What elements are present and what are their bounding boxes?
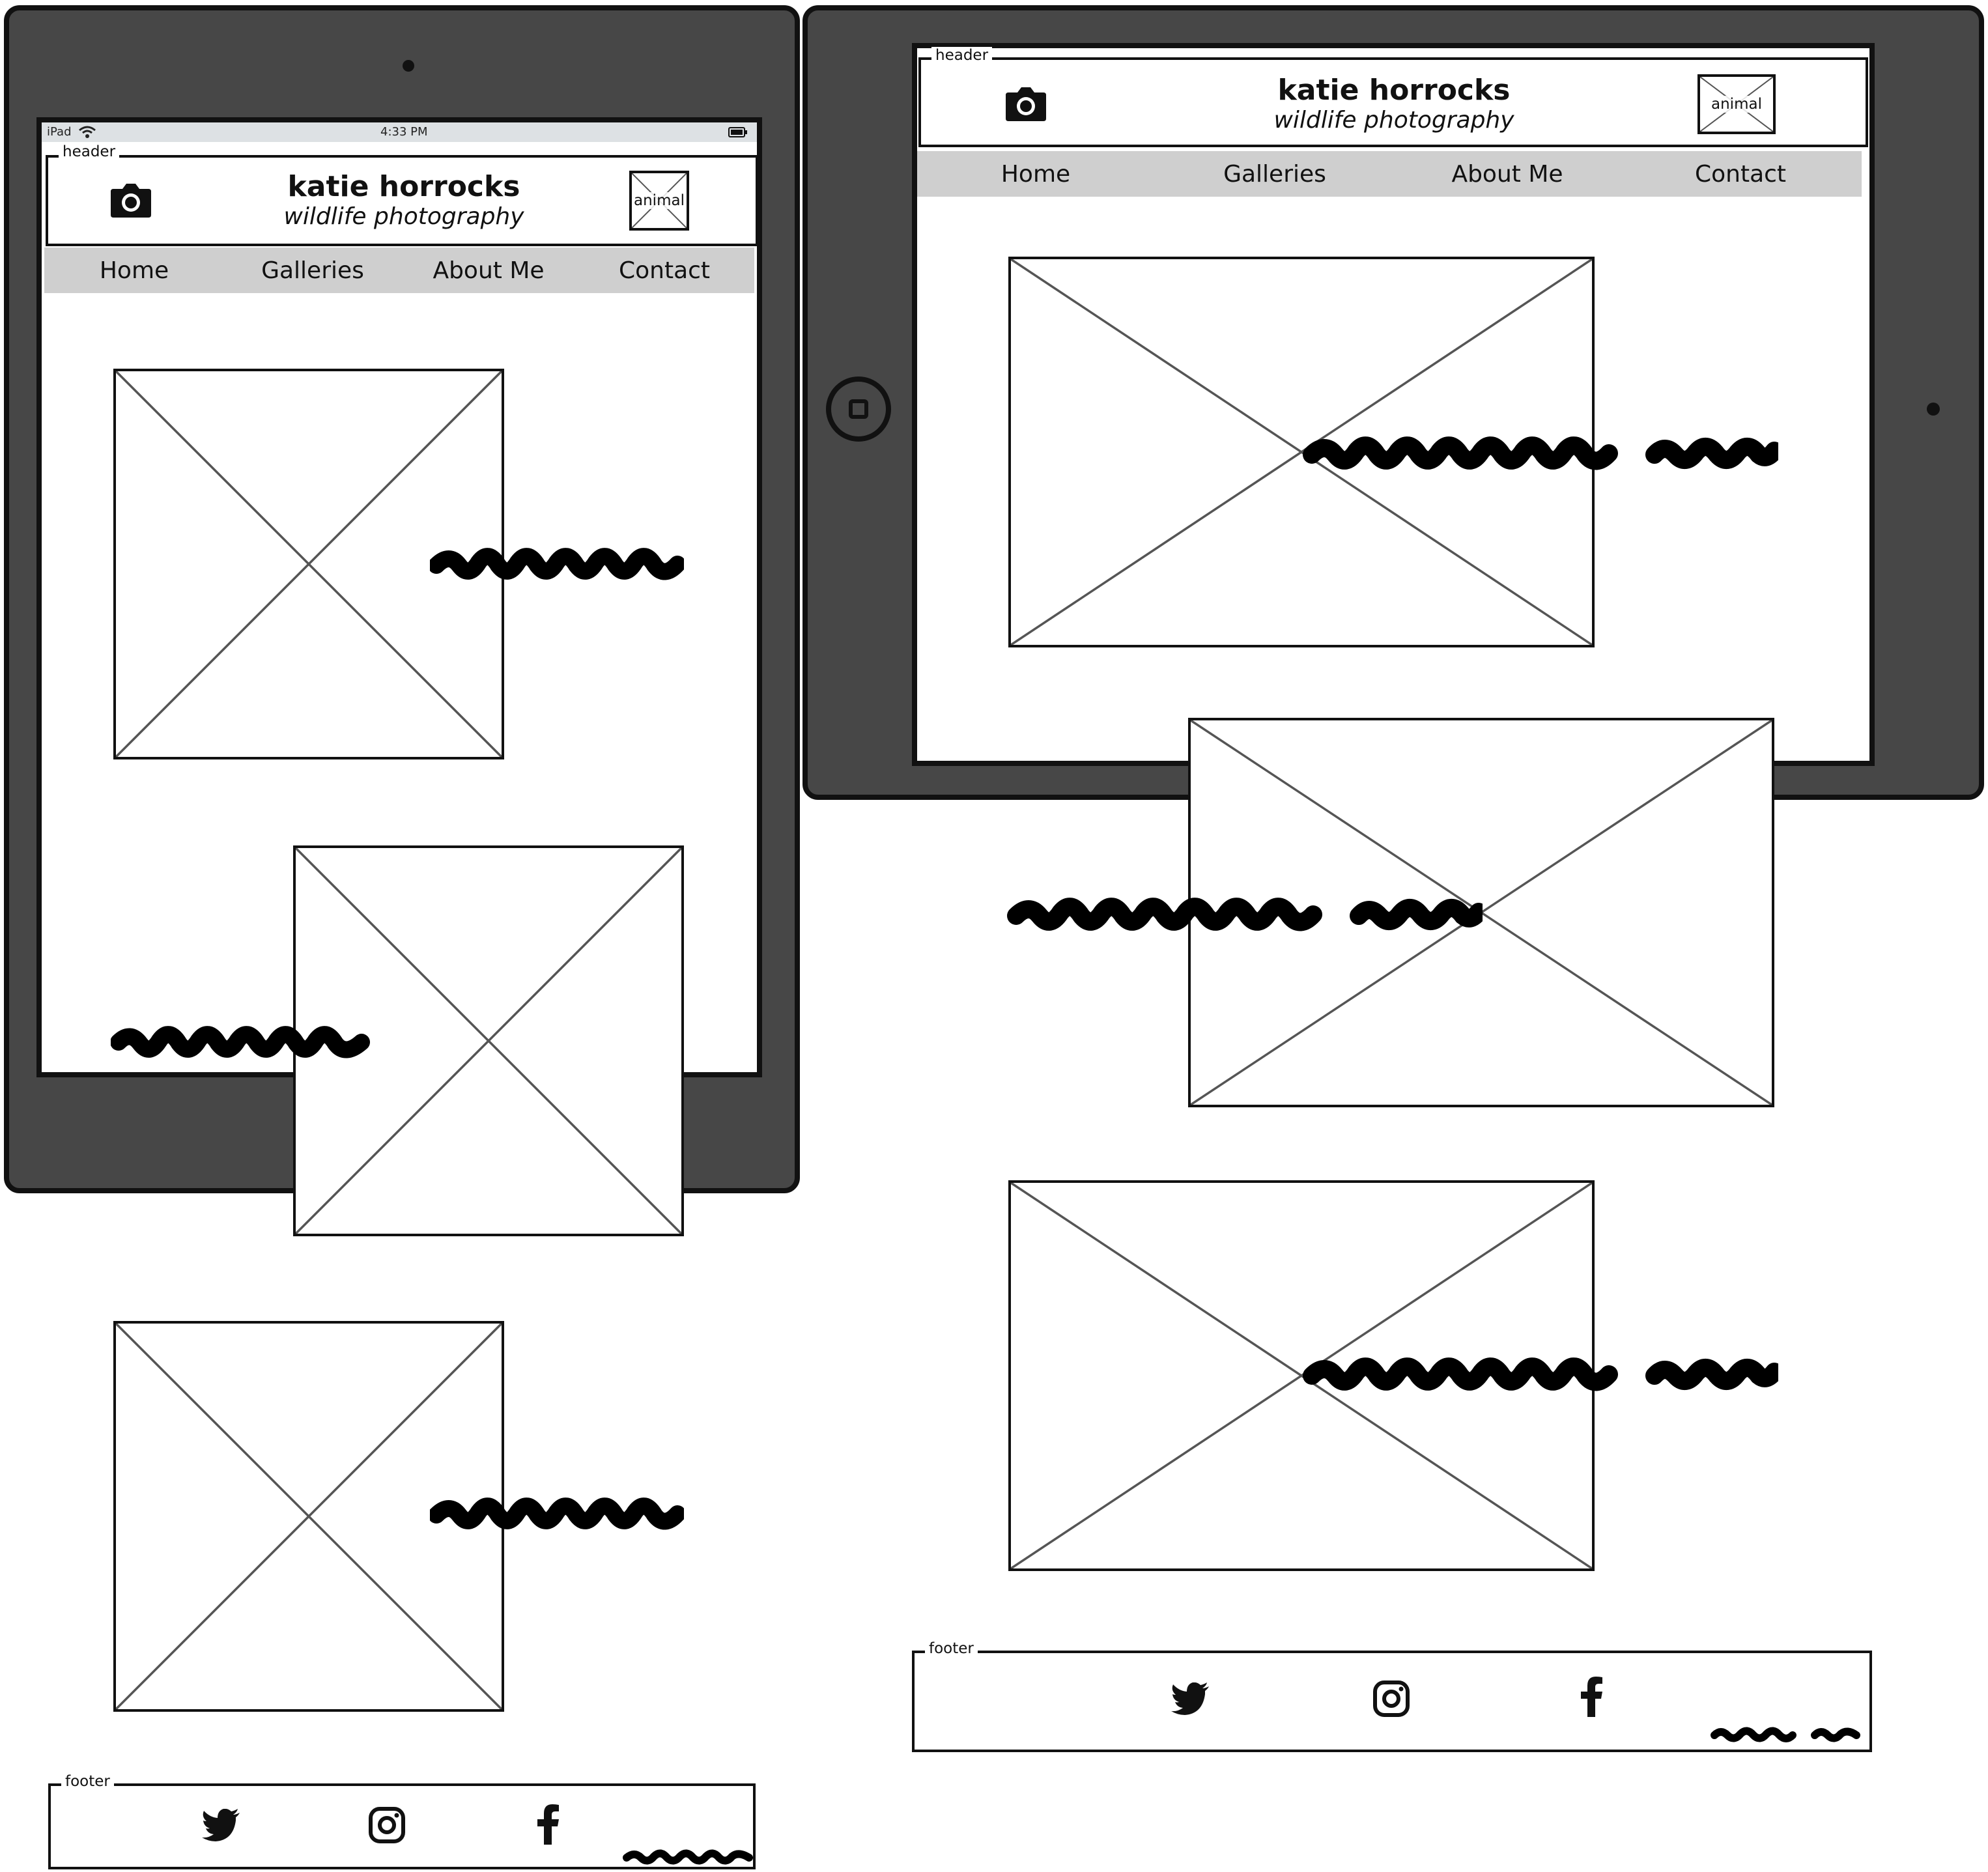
nav-bar-landscape: Home Galleries About Me Contact	[917, 151, 1862, 197]
caption-scribble	[430, 1497, 684, 1530]
home-button-square	[849, 399, 868, 419]
status-time: 4:33 PM	[380, 125, 428, 139]
caption-scribble	[430, 548, 684, 580]
site-title: katie horrocks wildlife photography	[248, 171, 560, 231]
animal-logo-placeholder: animal	[629, 171, 689, 231]
header-legend: header	[59, 143, 120, 160]
nav-home[interactable]: Home	[1001, 160, 1071, 188]
footer-scribble	[623, 1849, 753, 1865]
site-name: katie horrocks	[1277, 74, 1511, 107]
facebook-icon[interactable]	[529, 1803, 568, 1846]
caption-scribble	[1007, 898, 1483, 931]
nav-contact[interactable]: Contact	[618, 257, 711, 284]
twitter-icon[interactable]	[199, 1806, 244, 1845]
nav-about-me[interactable]: About Me	[1451, 160, 1563, 188]
twitter-icon[interactable]	[1169, 1679, 1213, 1718]
instagram-icon[interactable]	[1369, 1679, 1413, 1718]
gallery-image-placeholder	[113, 369, 504, 759]
front-camera-dot	[1927, 403, 1940, 416]
nav-galleries[interactable]: Galleries	[261, 257, 364, 284]
caption-scribble	[1303, 1357, 1778, 1391]
footer-scribble	[1711, 1727, 1860, 1742]
ios-status-bar: iPad 4:33 PM	[42, 122, 757, 142]
animal-logo-placeholder: animal	[1697, 74, 1776, 134]
nav-bar-portrait: Home Galleries About Me Contact	[44, 248, 754, 293]
site-tagline: wildlife photography	[283, 203, 524, 230]
front-camera-dot	[403, 60, 414, 72]
footer-legend: footer	[61, 1773, 114, 1790]
status-device-name: iPad	[47, 125, 72, 139]
header-box-portrait	[46, 155, 758, 246]
battery-icon	[728, 126, 748, 141]
animal-logo-label: animal	[1700, 96, 1773, 113]
header-legend: header	[931, 47, 993, 64]
camera-icon[interactable]	[1003, 83, 1049, 124]
site-tagline: wildlife photography	[1273, 107, 1514, 134]
wifi-icon	[78, 125, 96, 143]
nav-about-me[interactable]: About Me	[433, 257, 545, 284]
site-name: katie horrocks	[287, 170, 520, 203]
nav-contact[interactable]: Contact	[1694, 160, 1787, 188]
facebook-icon[interactable]	[1572, 1675, 1612, 1718]
footer-legend: footer	[925, 1640, 978, 1657]
nav-galleries[interactable]: Galleries	[1223, 160, 1326, 188]
nav-home[interactable]: Home	[99, 257, 169, 284]
home-button[interactable]	[826, 376, 891, 442]
caption-scribble	[1303, 436, 1778, 470]
site-title: katie horrocks wildlife photography	[1238, 74, 1550, 134]
camera-icon[interactable]	[108, 180, 154, 220]
caption-scribble	[111, 1026, 370, 1058]
animal-logo-label: animal	[632, 192, 687, 209]
instagram-icon[interactable]	[365, 1806, 409, 1845]
